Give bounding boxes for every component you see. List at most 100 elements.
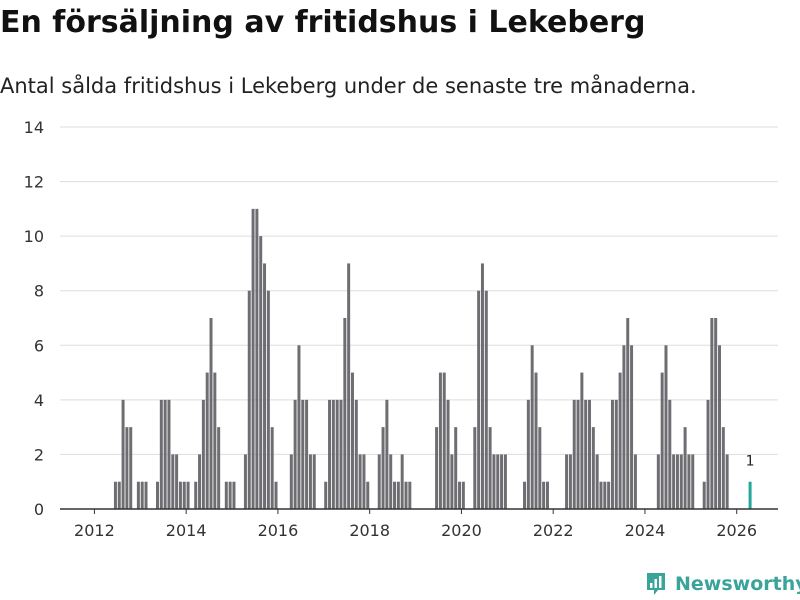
bar (389, 454, 393, 509)
bar (568, 454, 572, 509)
bar (232, 481, 236, 509)
y-tick-label: 4 (34, 391, 44, 410)
bar (339, 399, 343, 509)
bar (136, 481, 140, 509)
bar (580, 372, 584, 509)
bar (503, 454, 507, 509)
chart-subtitle: Antal sålda fritidshus i Lekeberg under … (0, 74, 697, 98)
bar (270, 427, 274, 509)
bar (347, 263, 351, 509)
bar (591, 427, 595, 509)
bar (224, 481, 228, 509)
bar (721, 427, 725, 509)
bar (461, 481, 465, 509)
bar (274, 481, 278, 509)
bar (687, 454, 691, 509)
bar (438, 372, 442, 509)
bar (484, 290, 488, 509)
bar (710, 318, 714, 509)
bar (121, 399, 125, 509)
bar (702, 481, 706, 509)
bar (396, 481, 400, 509)
y-tick-label: 6 (34, 336, 44, 355)
bar (297, 345, 301, 509)
bar (683, 427, 687, 509)
bar (542, 481, 546, 509)
bar (706, 399, 710, 509)
bar (714, 318, 718, 509)
bar (354, 399, 358, 509)
x-tick-label: 2012 (74, 521, 115, 540)
bar (178, 481, 182, 509)
bar (293, 399, 297, 509)
bar (675, 454, 679, 509)
bar (526, 399, 530, 509)
y-tick-label: 14 (24, 118, 44, 137)
bar (691, 454, 695, 509)
bar (366, 481, 370, 509)
bar (129, 427, 133, 509)
bar (633, 454, 637, 509)
bar (595, 454, 599, 509)
bar (576, 399, 580, 509)
bar (125, 427, 129, 509)
bar (725, 454, 729, 509)
bar (263, 263, 267, 509)
bar (618, 372, 622, 509)
bar (530, 345, 534, 509)
x-tick-label: 2018 (349, 521, 390, 540)
bar (630, 345, 634, 509)
bar (588, 399, 592, 509)
bar (660, 372, 664, 509)
bar (198, 454, 202, 509)
bar (473, 427, 477, 509)
y-tick-label: 2 (34, 445, 44, 464)
bar (182, 481, 186, 509)
bar (194, 481, 198, 509)
bar (205, 372, 209, 509)
bar (626, 318, 630, 509)
bar (335, 399, 339, 509)
bar (404, 481, 408, 509)
bar (584, 399, 588, 509)
y-tick-label: 10 (24, 227, 44, 246)
bar (259, 236, 263, 509)
bar (393, 481, 397, 509)
bar (545, 481, 549, 509)
bar (255, 208, 259, 509)
bar (167, 399, 171, 509)
x-tick-label: 2024 (625, 521, 666, 540)
bar (186, 481, 190, 509)
bar (289, 454, 293, 509)
bar (450, 454, 454, 509)
bar (610, 399, 614, 509)
bar (679, 454, 683, 509)
chart-title: En försäljning av fritidshus i Lekeberg (0, 5, 646, 40)
bar (599, 481, 603, 509)
bar (217, 427, 221, 509)
bar (144, 481, 148, 509)
bar (328, 399, 332, 509)
bar (718, 345, 721, 509)
bar (251, 208, 255, 509)
bar (308, 454, 312, 509)
bar (572, 399, 576, 509)
bar-latest (748, 481, 752, 509)
bar (672, 454, 676, 509)
bar (442, 372, 446, 509)
x-tick-label: 2026 (716, 521, 757, 540)
bar (324, 481, 328, 509)
bar (140, 481, 144, 509)
latest-value-label: 1 (746, 454, 755, 470)
bar (175, 454, 179, 509)
bar (163, 399, 167, 509)
brand-name: Newsworthy (675, 573, 800, 595)
bar (381, 427, 385, 509)
bar (435, 427, 439, 509)
y-tick-label: 8 (34, 282, 44, 301)
bar (446, 399, 450, 509)
bar (243, 454, 247, 509)
bar (305, 399, 309, 509)
brand-logo: Newsworthy (645, 568, 800, 600)
